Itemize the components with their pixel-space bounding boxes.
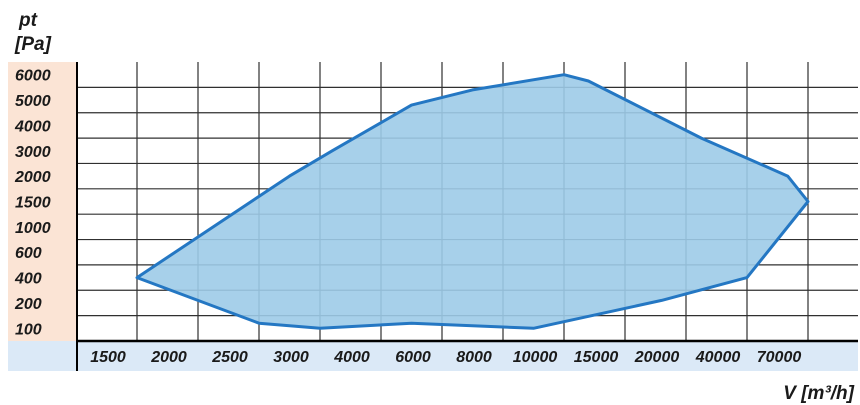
- y-tick-label: 1500: [15, 195, 51, 212]
- y-tick-label: 1000: [15, 220, 51, 237]
- y-tick-label: 200: [14, 296, 42, 313]
- y-tick-labels: 6000 5000 4000 3000 2000 1500 1000 600 400 200 100: [14, 68, 51, 339]
- x-tick-label: 70000: [757, 349, 802, 366]
- x-tick-label: 10000: [513, 349, 558, 366]
- x-tick-labels: 1500 2000 2500 3000 4000 6000 8000 10000 15000 20…: [90, 349, 801, 366]
- y-tick-label: 3000: [15, 144, 51, 161]
- y-tick-background: [8, 62, 77, 341]
- y-tick-label: 400: [14, 271, 42, 288]
- data-area: [135, 73, 810, 330]
- x-tick-label: 40000: [695, 349, 741, 366]
- y-axis-label-line2: [Pa]: [15, 34, 51, 55]
- y-tick-label: 2000: [14, 169, 51, 186]
- x-tick-label: 3000: [273, 349, 309, 366]
- y-tick-label: 600: [15, 245, 42, 262]
- x-tick-label: 6000: [395, 349, 431, 366]
- y-tick-label: 5000: [15, 93, 51, 110]
- x-axis-label: V [m³/h]: [783, 383, 854, 404]
- y-tick-label: 100: [15, 321, 42, 338]
- x-tick-label: 2000: [150, 349, 187, 366]
- x-tick-label: 1500: [90, 349, 126, 366]
- axes: [76, 62, 858, 371]
- x-tick-label: 8000: [456, 349, 492, 366]
- x-tick-label: 15000: [574, 349, 619, 366]
- x-tick-label: 20000: [634, 349, 680, 366]
- y-axis-label-line1: pt: [19, 10, 37, 31]
- y-tick-label: 6000: [15, 68, 51, 85]
- x-tick-background: [8, 341, 858, 371]
- x-tick-label: 2500: [211, 349, 248, 366]
- x-tick-label: 4000: [333, 349, 370, 366]
- operating-range-area: [135, 73, 810, 330]
- y-tick-label: 4000: [14, 118, 51, 135]
